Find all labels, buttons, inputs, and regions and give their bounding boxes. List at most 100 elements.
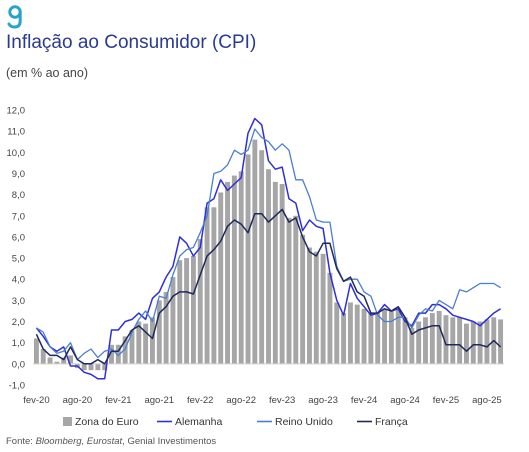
bar-zona-do-euro xyxy=(266,169,271,364)
y-tick-label: -1,0 xyxy=(9,381,25,392)
legend-alemanha-label: Alemanha xyxy=(175,416,222,428)
bar-zona-do-euro xyxy=(95,363,101,371)
bar-zona-do-euro xyxy=(361,308,367,364)
bar-zona-do-euro xyxy=(429,313,435,364)
legend-franca-label: França xyxy=(375,416,408,428)
bar-zona-do-euro xyxy=(286,217,292,364)
x-tick-label: ago-20 xyxy=(63,395,93,406)
bar-zona-do-euro xyxy=(395,308,401,364)
y-tick-label: 12,0 xyxy=(7,106,26,117)
bar-zona-do-euro xyxy=(225,181,231,364)
bar-zona-do-euro xyxy=(211,207,217,364)
bar-zona-do-euro xyxy=(156,300,162,364)
bar-zona-do-euro xyxy=(238,171,244,364)
bar-zona-do-euro xyxy=(149,317,155,364)
x-tick-label: fev-22 xyxy=(187,395,213,406)
x-tick-label: ago-23 xyxy=(308,395,338,406)
bar-zona-do-euro xyxy=(129,330,135,364)
bar-zona-do-euro xyxy=(88,363,94,371)
bar-zona-do-euro xyxy=(313,251,319,364)
bar-zona-do-euro xyxy=(388,310,394,364)
bar-zona-do-euro xyxy=(484,319,490,364)
bar-zona-do-euro xyxy=(327,272,333,364)
bar-zona-do-euro xyxy=(320,253,326,364)
bar-zona-do-euro xyxy=(470,321,476,364)
chart-title: Inflação ao Consumidor (CPI) xyxy=(6,32,257,53)
bar-zona-do-euro xyxy=(136,321,142,364)
line-alemanha xyxy=(35,117,502,380)
y-tick-label: 2,0 xyxy=(12,317,25,328)
bar-zona-do-euro xyxy=(102,363,108,371)
bar-zona-do-euro xyxy=(109,344,114,364)
bar-zona-do-euro xyxy=(293,215,299,364)
bar-zona-do-euro xyxy=(300,234,306,364)
bar-zona-do-euro xyxy=(306,247,312,364)
y-tick-label: 1,0 xyxy=(12,338,25,349)
source-italic: Bloomberg, Eurostat xyxy=(35,436,123,447)
y-tick-label: 6,0 xyxy=(12,232,25,243)
bar-zona-do-euro xyxy=(416,321,422,364)
x-tick-label: fev-24 xyxy=(351,395,377,406)
source-prefix: Fonte: xyxy=(6,436,36,447)
bar-zona-do-euro xyxy=(252,139,258,364)
y-tick-label: 3,0 xyxy=(12,296,25,307)
bar-zona-do-euro xyxy=(375,313,381,364)
bar-zona-do-euro xyxy=(204,207,210,364)
bar-zona-do-euro xyxy=(409,327,415,364)
chart-subtitle: (em % ao ano) xyxy=(6,66,88,80)
y-tick-label: 7,0 xyxy=(12,211,25,222)
x-tick-label: fev-21 xyxy=(105,395,131,406)
cpi-chart: 12,0 11,0 10,0 9,0 8,0 7,0 6,0 5,0 4,0 3,0 2,0 1,0 0… xyxy=(7,106,504,428)
bar-zona-do-euro xyxy=(443,315,449,364)
line-franca xyxy=(35,208,502,365)
bar-zona-do-euro xyxy=(197,239,203,364)
x-tick-label: ago-22 xyxy=(226,395,256,406)
bar-zona-do-euro xyxy=(47,357,53,364)
legend-reino-unido-label: Reino Unido xyxy=(275,416,333,428)
bar-zona-do-euro xyxy=(341,313,347,364)
bar-zona-do-euro xyxy=(143,323,149,364)
bar-zona-do-euro xyxy=(368,313,374,364)
legend-zona-do-euro-swatch xyxy=(63,417,72,426)
x-tick-label: ago-24 xyxy=(390,395,420,406)
bar-zona-do-euro xyxy=(402,317,408,364)
source-suffix: , Genial Investimentos xyxy=(122,436,217,447)
bar-zona-do-euro xyxy=(347,302,353,364)
y-tick-label: 11,0 xyxy=(7,127,25,138)
bar-zona-do-euro xyxy=(245,154,251,364)
y-tick-label: 0,0 xyxy=(12,359,25,370)
bar-zona-do-euro xyxy=(81,363,87,371)
bar-zona-do-euro xyxy=(54,361,60,364)
bar-zona-do-euro xyxy=(163,291,169,364)
bar-zona-do-euro xyxy=(218,192,224,364)
y-tick-label: 4,0 xyxy=(12,275,25,286)
bar-zona-do-euro xyxy=(354,304,360,364)
bar-zona-do-euro xyxy=(177,260,183,364)
bar-zona-do-euro xyxy=(33,338,39,364)
x-tick-label: ago-21 xyxy=(144,395,174,406)
bar-zona-do-euro xyxy=(61,357,67,364)
bar-zona-do-euro xyxy=(279,184,285,364)
bar-zona-do-euro xyxy=(68,355,74,364)
bar-zona-do-euro xyxy=(184,258,190,364)
bar-zona-do-euro xyxy=(450,317,456,364)
bar-zona-do-euro xyxy=(170,277,176,364)
bar-zona-do-euro xyxy=(334,302,340,364)
bar-zona-do-euro xyxy=(423,317,428,364)
x-tick-label: ago-25 xyxy=(472,395,502,406)
x-tick-label: fev-25 xyxy=(433,395,459,406)
bar-zona-do-euro xyxy=(40,349,46,364)
x-tick-label: fev-20 xyxy=(23,395,49,406)
bar-zona-do-euro xyxy=(463,323,469,364)
y-tick-label: 5,0 xyxy=(12,254,25,265)
genial-logo-icon xyxy=(7,5,22,29)
bar-zona-do-euro xyxy=(498,319,504,364)
bar-zona-do-euro xyxy=(122,336,128,364)
bar-zona-do-euro xyxy=(259,150,265,364)
bar-zona-do-euro xyxy=(436,310,442,364)
bar-zona-do-euro xyxy=(477,321,483,364)
source-note: Fonte: Bloomberg, Eurostat, Genial Inves… xyxy=(6,436,216,447)
x-tick-label: fev-23 xyxy=(269,395,295,406)
bar-zona-do-euro xyxy=(231,175,237,364)
bar-zona-do-euro xyxy=(272,181,278,364)
